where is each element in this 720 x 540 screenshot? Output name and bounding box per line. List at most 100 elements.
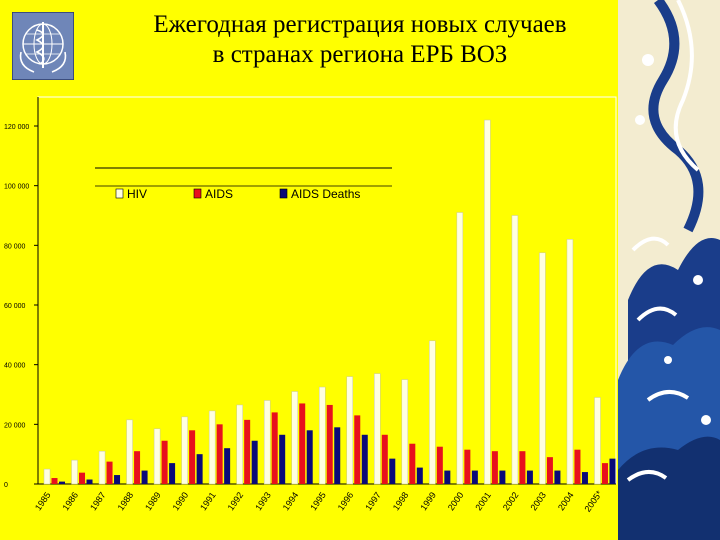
x-tick-label: 1998: [391, 490, 411, 512]
bar-aids: [216, 424, 223, 484]
bar-aids: [491, 451, 498, 484]
x-tick-label: 2000: [446, 490, 466, 512]
bar-hiv: [181, 416, 188, 485]
y-tick-label: 0: [4, 482, 8, 489]
bar-aids-deaths: [224, 448, 231, 484]
slide-title: Ежегодная регистрация новых случаев в ст…: [80, 10, 640, 70]
x-tick-label: 1985: [33, 490, 53, 512]
bar-hiv: [566, 239, 574, 485]
x-tick-label: 1992: [226, 490, 246, 512]
x-tick-label: 2003: [528, 490, 548, 512]
bar-hiv: [346, 376, 354, 485]
bar-aids-deaths: [609, 458, 616, 484]
bar-hiv: [429, 340, 436, 485]
bar-aids-deaths: [86, 479, 93, 484]
bar-hiv: [98, 450, 106, 485]
bar-hiv: [291, 391, 298, 485]
bar-aids-deaths: [471, 470, 478, 484]
bar-aids: [574, 449, 581, 484]
y-tick-label: 60 000: [4, 303, 26, 310]
bar-aids: [436, 446, 443, 484]
great-wave-icon: [618, 0, 720, 540]
bar-aids-deaths: [169, 463, 176, 484]
bar-hiv: [594, 397, 601, 485]
bar-aids: [381, 434, 388, 484]
bar-hiv: [374, 373, 381, 485]
bar-aids-deaths: [279, 434, 286, 484]
bar-aids-deaths: [416, 467, 423, 484]
bar-hiv: [126, 419, 133, 485]
bar-hiv: [263, 400, 271, 485]
bar-aids-deaths: [499, 470, 506, 484]
legend-label: HIV: [127, 187, 147, 201]
bar-aids-deaths: [444, 470, 451, 484]
y-tick-label: 120 000: [4, 124, 29, 131]
bar-aids-deaths: [306, 430, 313, 484]
bar-aids: [326, 404, 333, 484]
bar-hiv: [539, 252, 546, 485]
bar-aids: [161, 440, 168, 484]
bar-aids-deaths: [251, 440, 258, 484]
x-tick-label: 1991: [198, 490, 218, 512]
x-tick-label: 2002: [501, 490, 521, 512]
bar-hiv: [236, 404, 243, 485]
legend-swatch: [193, 188, 202, 199]
who-emblem-icon: [12, 12, 74, 80]
bar-hiv: [511, 215, 519, 485]
y-tick-label: 100 000: [4, 184, 29, 191]
bar-aids: [354, 415, 361, 484]
y-tick-label: 20 000: [4, 422, 26, 429]
bar-hiv: [456, 212, 464, 485]
bar-aids: [244, 419, 251, 484]
x-tick-label: 2005*: [582, 488, 604, 513]
bar-aids: [51, 478, 58, 484]
legend-label: AIDS: [205, 187, 233, 201]
bar-aids-deaths: [141, 470, 148, 484]
bar-aids: [79, 472, 86, 484]
x-tick-label: 1995: [308, 490, 328, 512]
bar-hiv: [71, 459, 78, 485]
bar-hiv: [401, 379, 409, 485]
bar-aids: [299, 403, 306, 484]
bar-hiv: [153, 428, 161, 485]
bar-aids-deaths: [389, 458, 396, 484]
bar-aids: [519, 451, 526, 484]
legend-swatch: [115, 188, 124, 199]
x-tick-label: 1994: [281, 490, 301, 512]
bar-aids-deaths: [334, 427, 341, 484]
bar-aids: [106, 461, 113, 484]
x-tick-label: 1993: [253, 490, 273, 512]
bar-aids: [189, 430, 196, 484]
bar-aids: [271, 412, 278, 484]
x-tick-label: 1996: [336, 490, 356, 512]
x-tick-label: 1990: [171, 490, 191, 512]
title-line-1: Ежегодная регистрация новых случаев: [153, 11, 567, 38]
bar-aids: [134, 451, 141, 484]
legend-swatch: [279, 188, 288, 199]
bar-aids-deaths: [526, 470, 533, 484]
x-tick-label: 1997: [363, 490, 383, 512]
legend-label: AIDS Deaths: [291, 187, 360, 201]
bar-aids: [409, 443, 416, 484]
bar-hiv: [208, 410, 216, 485]
x-tick-label: 1986: [60, 490, 80, 512]
bar-aids-deaths: [554, 470, 561, 484]
y-tick-label: 40 000: [4, 363, 26, 370]
x-tick-label: 2001: [473, 490, 493, 512]
x-tick-label: 2004: [556, 490, 576, 512]
bar-aids-deaths: [581, 472, 588, 484]
bar-hiv: [43, 468, 51, 485]
x-tick-label: 1988: [116, 490, 136, 512]
x-tick-label: 1987: [88, 490, 108, 512]
bar-aids-deaths: [59, 481, 65, 484]
bar-aids: [601, 463, 608, 484]
x-tick-label: 1999: [418, 490, 438, 512]
x-tick-label: 1989: [143, 490, 163, 512]
bar-aids: [546, 457, 553, 484]
title-line-2: в странах региона ЕРБ ВОЗ: [212, 41, 508, 68]
bar-hiv: [484, 119, 491, 485]
bar-aids-deaths: [361, 434, 368, 484]
bar-aids-deaths: [114, 475, 121, 484]
